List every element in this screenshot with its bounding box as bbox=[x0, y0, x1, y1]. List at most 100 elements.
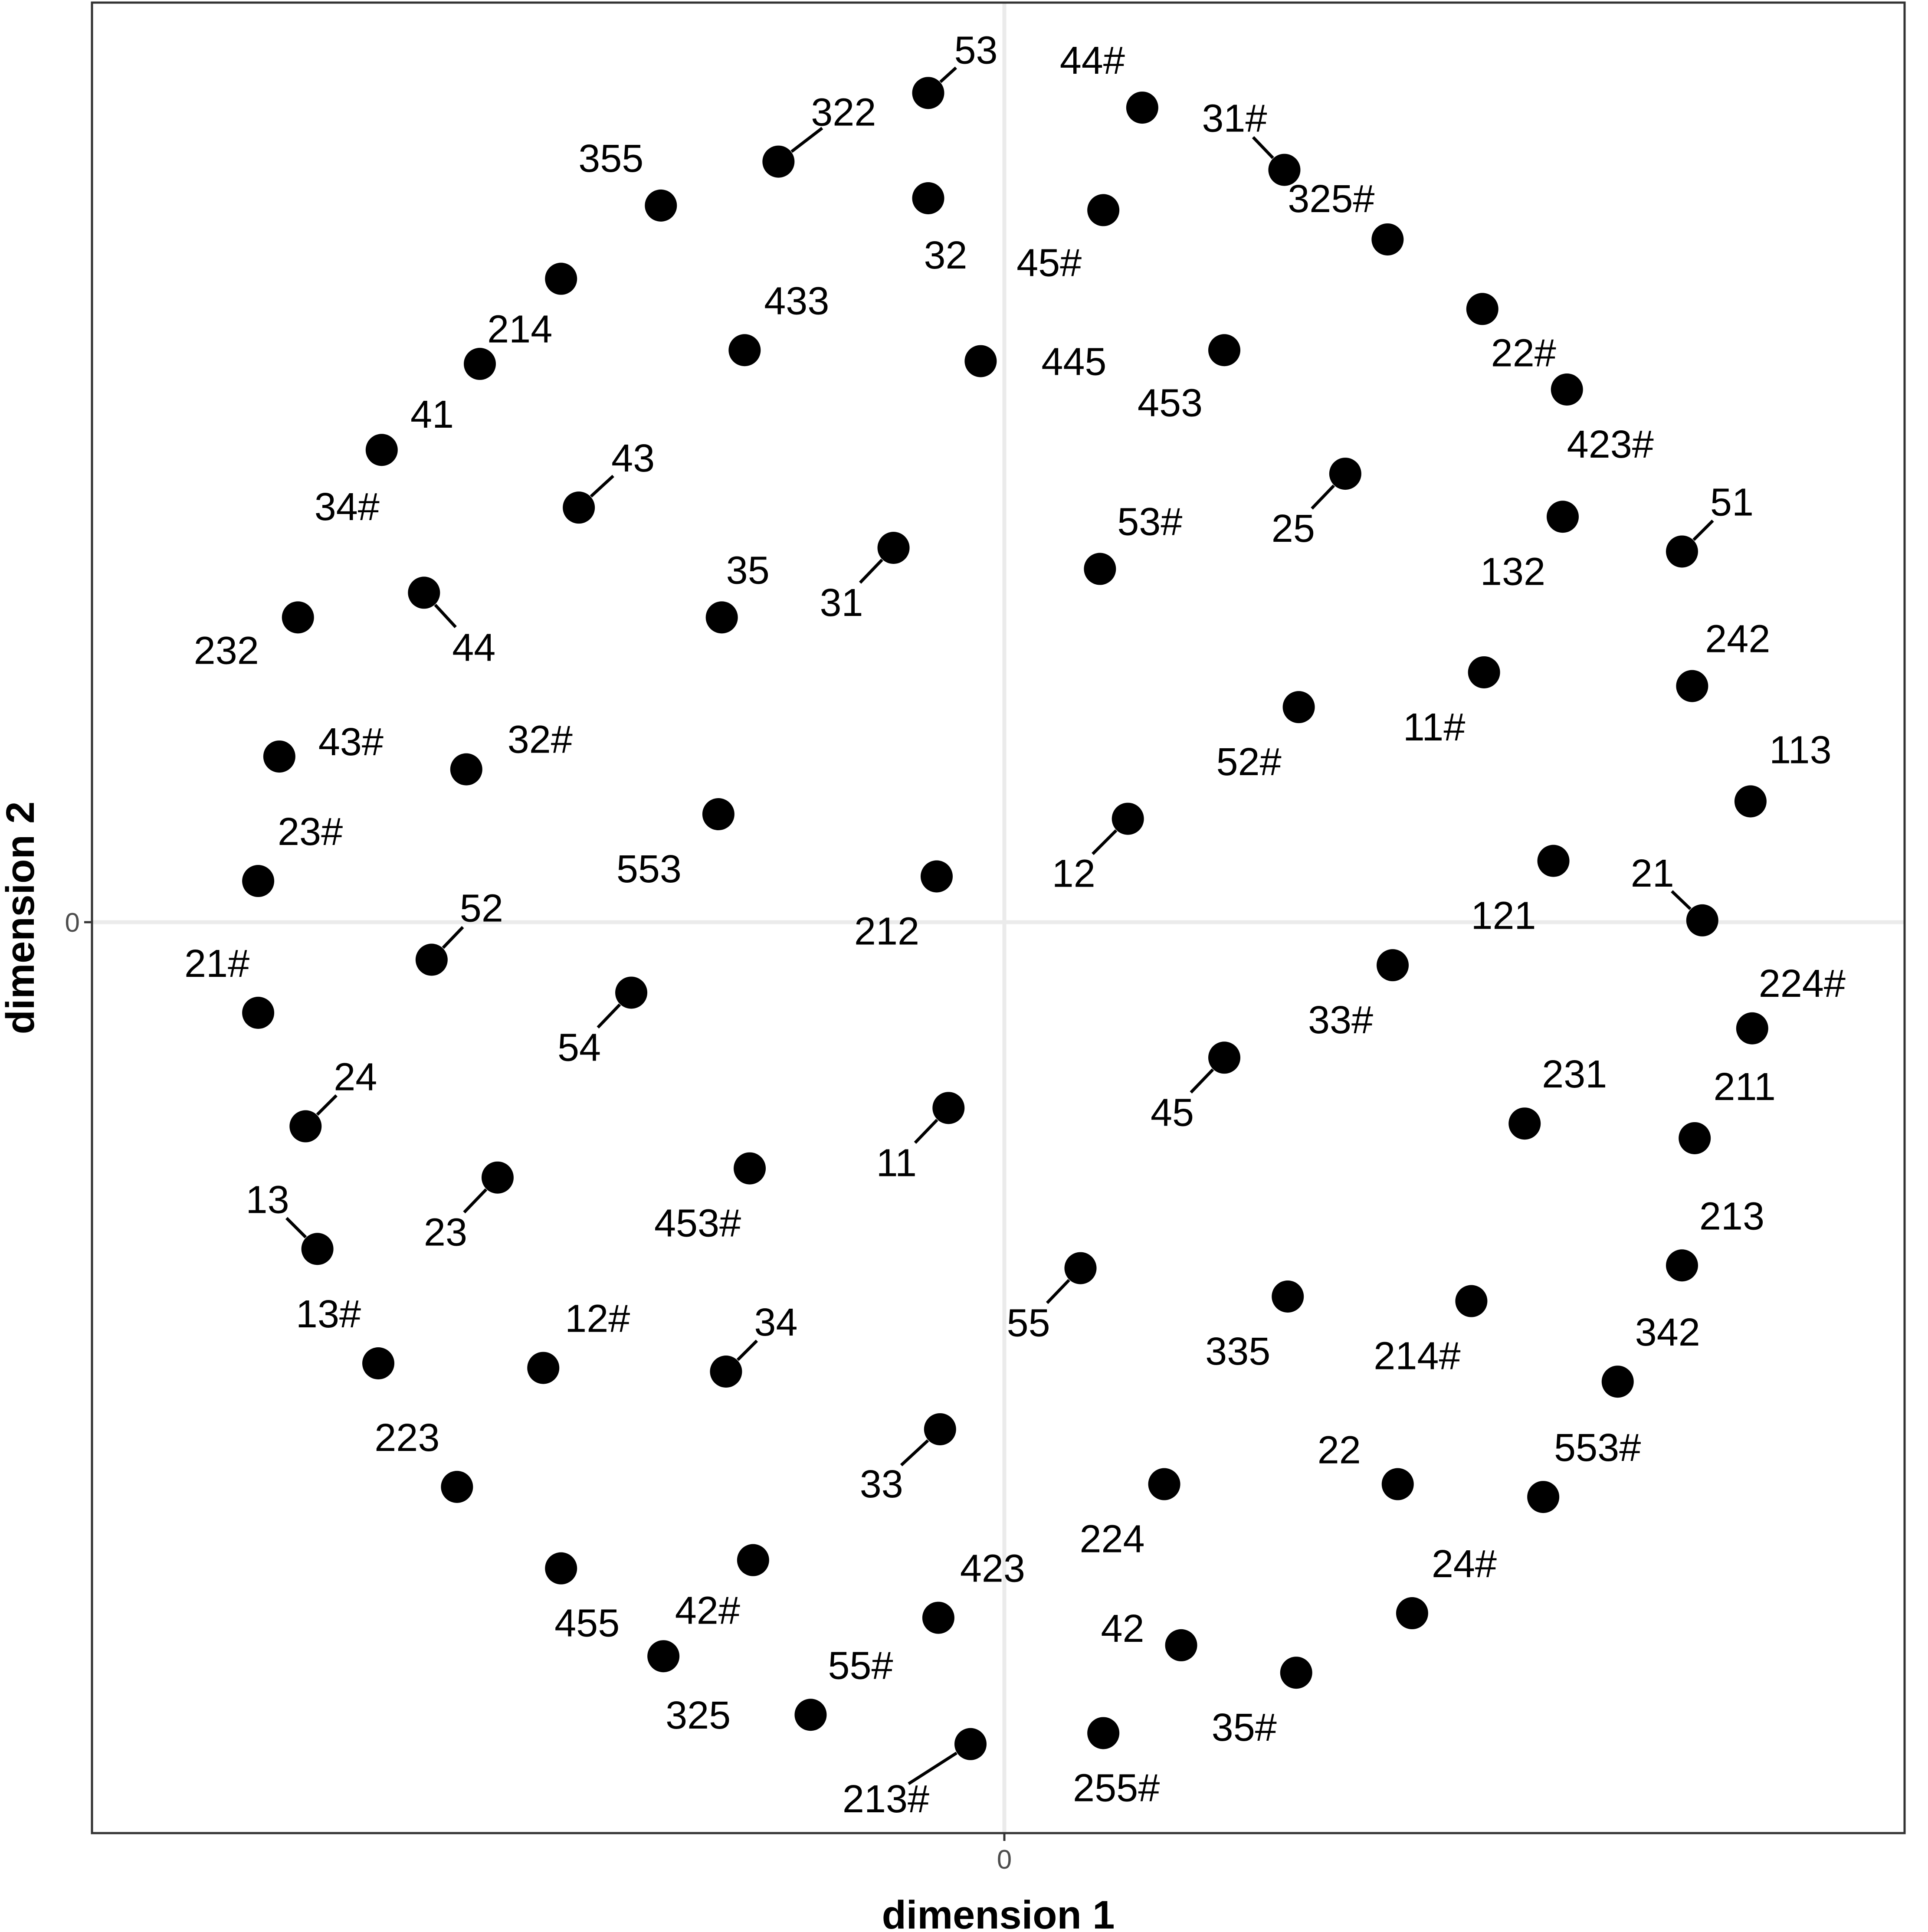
data-point bbox=[1087, 194, 1120, 226]
data-point bbox=[1551, 373, 1583, 406]
data-point bbox=[1280, 1657, 1312, 1689]
data-point bbox=[1734, 785, 1767, 818]
data-point bbox=[1527, 1481, 1560, 1513]
data-point bbox=[242, 996, 275, 1029]
point-label: 52 bbox=[460, 887, 503, 930]
data-point bbox=[702, 798, 734, 831]
data-point bbox=[762, 145, 795, 178]
data-point bbox=[737, 1544, 769, 1576]
data-point bbox=[1686, 904, 1718, 937]
data-point bbox=[408, 576, 440, 609]
data-point bbox=[282, 601, 314, 634]
label-leader-line bbox=[1692, 519, 1714, 541]
point-label: 23 bbox=[424, 1211, 467, 1254]
data-point bbox=[912, 182, 944, 214]
data-point bbox=[1547, 501, 1579, 533]
point-label: 45 bbox=[1151, 1091, 1194, 1134]
data-point bbox=[1112, 802, 1144, 835]
label-leader-line bbox=[285, 1217, 307, 1238]
point-label: 33 bbox=[860, 1463, 903, 1506]
data-point bbox=[1126, 92, 1158, 124]
data-point bbox=[365, 434, 398, 466]
point-label: 53 bbox=[954, 29, 997, 72]
data-point bbox=[877, 532, 910, 564]
data-point bbox=[645, 189, 677, 222]
point-label: 42# bbox=[675, 1589, 740, 1633]
label-leader-line bbox=[463, 1188, 488, 1214]
label-leader-line bbox=[597, 1003, 621, 1029]
label-leader-line bbox=[1046, 1279, 1070, 1304]
point-label: 21 bbox=[1631, 852, 1674, 895]
data-point bbox=[1165, 1629, 1197, 1661]
data-point bbox=[242, 865, 275, 897]
data-point bbox=[1371, 223, 1404, 255]
data-point bbox=[728, 334, 761, 367]
point-label: 355 bbox=[578, 137, 643, 180]
point-label: 213# bbox=[843, 1778, 929, 1821]
label-leader-line bbox=[1311, 485, 1335, 510]
label-leader-line bbox=[434, 603, 457, 629]
point-label: 24 bbox=[334, 1056, 377, 1099]
data-point bbox=[932, 1092, 965, 1124]
point-label: 55# bbox=[828, 1644, 893, 1687]
data-point bbox=[1676, 670, 1708, 702]
data-point bbox=[954, 1728, 987, 1760]
data-point bbox=[545, 262, 577, 295]
point-label: 121 bbox=[1471, 894, 1536, 938]
point-label: 22 bbox=[1318, 1429, 1361, 1472]
data-point bbox=[734, 1152, 766, 1185]
data-point bbox=[362, 1347, 394, 1380]
point-label: 453# bbox=[654, 1202, 741, 1245]
data-point bbox=[964, 345, 997, 377]
data-point bbox=[450, 753, 482, 786]
data-point bbox=[794, 1699, 827, 1731]
data-point bbox=[1208, 334, 1240, 367]
point-label: 12# bbox=[565, 1297, 630, 1341]
data-point bbox=[1508, 1107, 1541, 1140]
point-label: 113 bbox=[1769, 728, 1831, 772]
point-label: 23# bbox=[278, 810, 343, 854]
label-leader-line bbox=[908, 1752, 957, 1785]
data-point bbox=[922, 1601, 954, 1634]
data-point bbox=[1148, 1468, 1180, 1500]
point-label: 433 bbox=[764, 279, 829, 323]
point-label: 53# bbox=[1117, 501, 1182, 544]
label-leader-line bbox=[939, 66, 957, 83]
data-point bbox=[464, 347, 496, 380]
point-label: 453 bbox=[1138, 381, 1203, 425]
point-label: 211 bbox=[1713, 1065, 1775, 1109]
point-label: 132 bbox=[1480, 550, 1545, 593]
point-label: 342 bbox=[1635, 1311, 1700, 1354]
point-label: 212 bbox=[854, 910, 919, 953]
point-label: 54 bbox=[557, 1026, 601, 1069]
point-label: 232 bbox=[194, 629, 259, 672]
y-axis-title: dimension 2 bbox=[0, 802, 43, 1035]
label-leader-line bbox=[590, 475, 614, 498]
label-leader-line bbox=[790, 127, 823, 153]
axes: 0 0 dimension 1 dimension 2 bbox=[0, 802, 1115, 1932]
point-label: 322 bbox=[811, 91, 876, 134]
label-leader-line bbox=[736, 1339, 758, 1361]
data-point bbox=[481, 1161, 514, 1194]
data-point bbox=[647, 1640, 680, 1673]
point-label: 231 bbox=[1542, 1053, 1607, 1096]
point-label: 44 bbox=[452, 626, 495, 669]
point-label: 214 bbox=[487, 308, 552, 351]
point-label: 44# bbox=[1060, 39, 1125, 82]
data-point bbox=[710, 1356, 742, 1388]
point-label: 325 bbox=[666, 1694, 731, 1737]
point-label: 255# bbox=[1073, 1766, 1160, 1810]
data-point bbox=[615, 976, 648, 1009]
data-point bbox=[1377, 949, 1409, 982]
point-label: 423# bbox=[1567, 423, 1654, 466]
point-label: 24# bbox=[1432, 1542, 1497, 1586]
y-tick-label: 0 bbox=[65, 908, 80, 938]
point-label: 13 bbox=[246, 1178, 289, 1221]
point-label: 31 bbox=[820, 581, 863, 625]
data-point bbox=[1736, 1012, 1768, 1045]
point-label: 33# bbox=[1308, 999, 1373, 1042]
point-label: 43# bbox=[318, 720, 384, 764]
